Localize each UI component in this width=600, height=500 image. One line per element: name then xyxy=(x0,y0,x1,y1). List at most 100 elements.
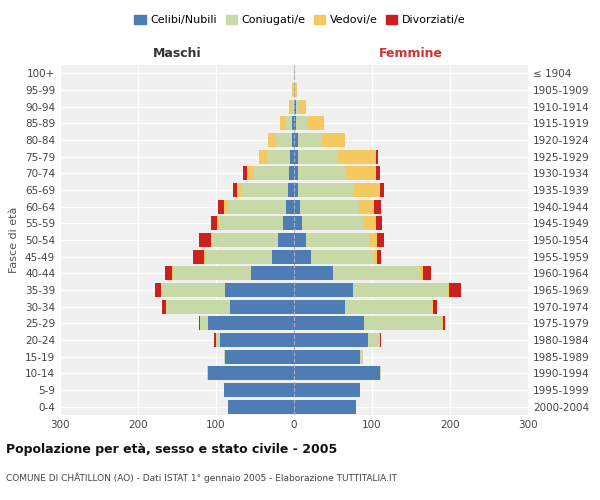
Bar xyxy=(241,183,288,197)
Bar xyxy=(298,150,337,164)
Bar xyxy=(220,333,294,347)
Bar xyxy=(337,150,376,164)
Bar xyxy=(292,100,294,114)
Bar xyxy=(296,116,308,130)
Bar xyxy=(272,250,294,264)
Bar xyxy=(217,216,219,230)
Bar xyxy=(296,100,299,114)
Bar xyxy=(292,116,294,130)
Text: Maschi: Maschi xyxy=(152,47,202,60)
Bar xyxy=(218,200,224,214)
Bar xyxy=(300,200,359,214)
Bar xyxy=(166,300,230,314)
Bar xyxy=(360,350,362,364)
Bar xyxy=(278,233,294,247)
Bar xyxy=(161,283,226,297)
Bar xyxy=(368,333,380,347)
Bar xyxy=(423,266,431,280)
Bar xyxy=(294,66,295,80)
Text: Femmine: Femmine xyxy=(379,47,443,60)
Bar xyxy=(230,300,294,314)
Bar xyxy=(280,116,286,130)
Bar xyxy=(204,250,206,264)
Bar xyxy=(208,366,294,380)
Bar xyxy=(374,250,377,264)
Bar xyxy=(294,350,360,364)
Bar xyxy=(294,333,368,347)
Bar xyxy=(259,150,266,164)
Bar xyxy=(224,200,228,214)
Bar xyxy=(288,183,294,197)
Bar xyxy=(344,166,376,180)
Bar xyxy=(228,400,294,414)
Bar xyxy=(289,166,294,180)
Bar xyxy=(311,250,374,264)
Bar xyxy=(298,166,344,180)
Bar xyxy=(216,333,220,347)
Bar xyxy=(432,300,433,314)
Bar xyxy=(247,166,253,180)
Bar xyxy=(302,216,364,230)
Bar xyxy=(294,150,298,164)
Bar xyxy=(199,316,200,330)
Bar xyxy=(353,183,380,197)
Bar xyxy=(294,166,298,180)
Bar xyxy=(193,250,204,264)
Bar xyxy=(442,316,443,330)
Bar xyxy=(294,316,364,330)
Bar xyxy=(224,383,294,397)
Bar xyxy=(226,283,294,297)
Legend: Celibi/Nubili, Coniugati/e, Vedovi/e, Divorziati/e: Celibi/Nubili, Coniugati/e, Vedovi/e, Di… xyxy=(130,10,470,30)
Y-axis label: Fasce di età: Fasce di età xyxy=(10,207,19,273)
Bar xyxy=(286,200,294,214)
Bar xyxy=(286,116,292,130)
Text: COMUNE DI CHÂTILLON (AO) - Dati ISTAT 1° gennaio 2005 - Elaborazione TUTTITALIA.: COMUNE DI CHÂTILLON (AO) - Dati ISTAT 1°… xyxy=(6,472,397,483)
Y-axis label: Anni di nascita: Anni di nascita xyxy=(599,198,600,281)
Bar xyxy=(294,400,356,414)
Bar xyxy=(294,266,333,280)
Bar xyxy=(251,266,294,280)
Bar xyxy=(433,300,437,314)
Bar xyxy=(237,183,241,197)
Bar xyxy=(294,116,296,130)
Bar xyxy=(293,83,294,97)
Bar xyxy=(219,216,283,230)
Bar xyxy=(322,133,344,147)
Bar xyxy=(224,350,226,364)
Bar xyxy=(359,200,374,214)
Bar xyxy=(344,300,432,314)
Bar xyxy=(294,216,302,230)
Bar xyxy=(380,183,384,197)
Bar xyxy=(298,183,353,197)
Bar xyxy=(449,283,461,297)
Bar xyxy=(268,133,276,147)
Bar xyxy=(307,233,369,247)
Bar xyxy=(294,133,298,147)
Bar xyxy=(294,233,307,247)
Bar xyxy=(380,333,382,347)
Bar xyxy=(374,200,380,214)
Bar xyxy=(294,366,380,380)
Bar xyxy=(353,283,448,297)
Bar xyxy=(199,233,211,247)
Bar xyxy=(212,233,278,247)
Bar xyxy=(228,200,286,214)
Bar xyxy=(244,166,247,180)
Bar xyxy=(364,316,442,330)
Bar xyxy=(294,83,295,97)
Bar xyxy=(283,216,294,230)
Bar xyxy=(376,216,382,230)
Bar xyxy=(294,200,300,214)
Bar xyxy=(294,300,344,314)
Bar xyxy=(421,266,422,280)
Bar xyxy=(173,266,251,280)
Bar xyxy=(443,316,445,330)
Bar xyxy=(294,383,360,397)
Bar xyxy=(294,100,296,114)
Bar xyxy=(299,100,306,114)
Bar xyxy=(377,233,385,247)
Bar xyxy=(298,133,322,147)
Bar xyxy=(172,266,173,280)
Bar xyxy=(155,283,161,297)
Bar xyxy=(376,166,380,180)
